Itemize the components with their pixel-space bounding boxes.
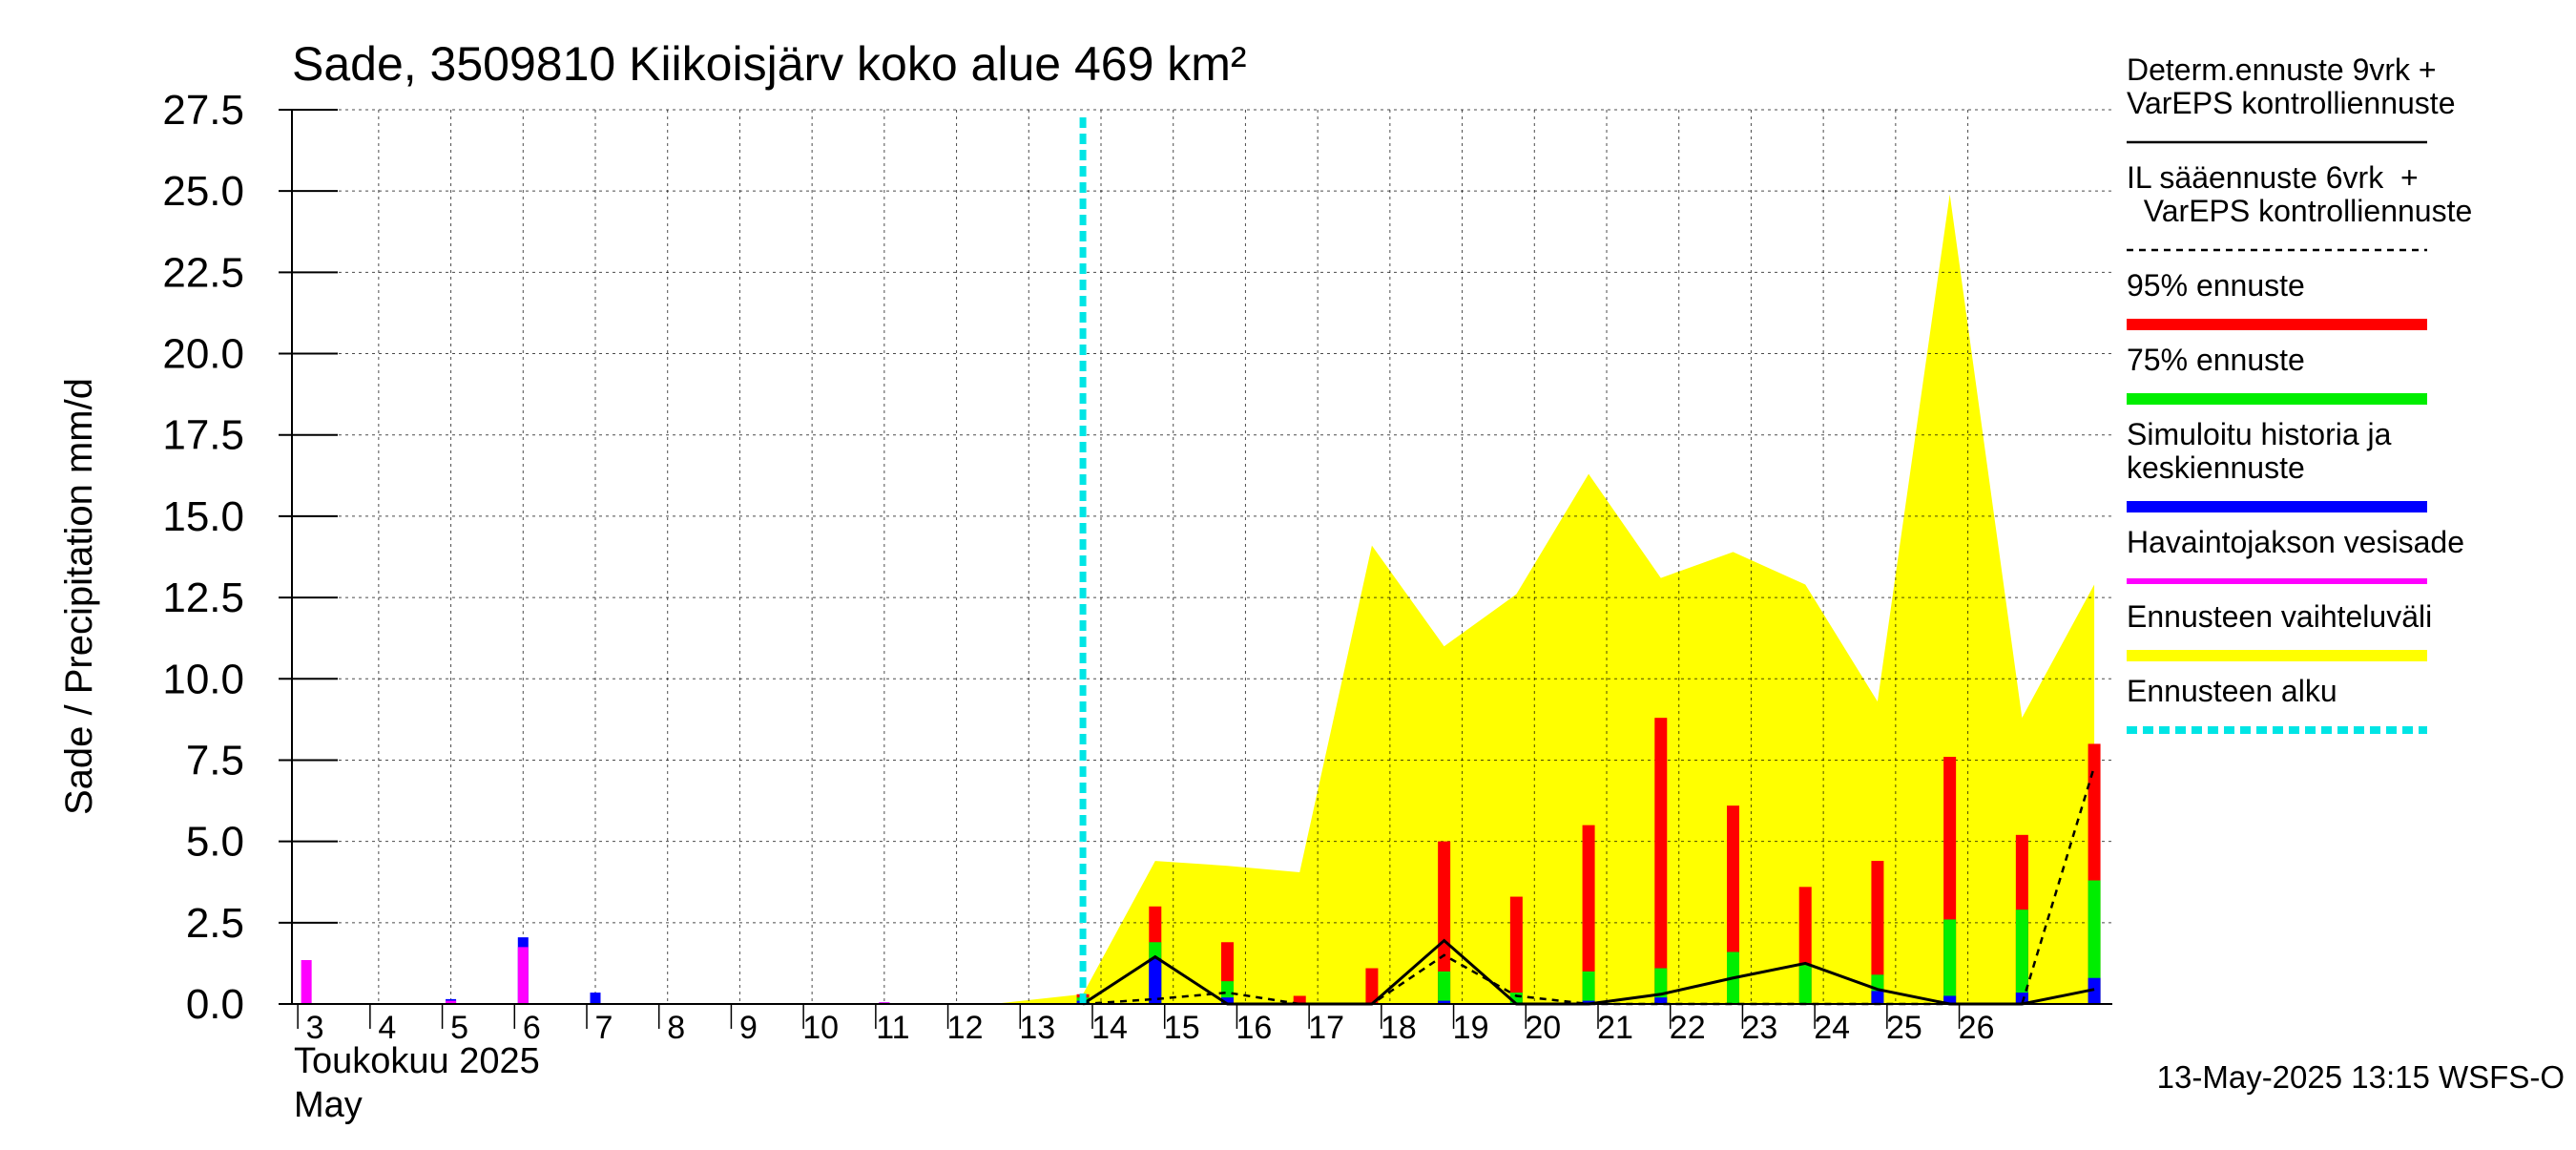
observed-bar (517, 947, 529, 1004)
x-tick-label: 25 (1886, 1010, 1922, 1046)
p95-bar (1871, 861, 1884, 1004)
p75-bar (1943, 919, 1957, 1004)
mean-bar (1438, 1000, 1451, 1004)
axes: 0.0 2.5 5.0 7.5 10.0 12.5 15.0 17.5 20.0 22.5 25.0… (162, 87, 2112, 1046)
p75-bar (1438, 971, 1451, 1004)
y-tick-label: 2.5 (186, 900, 244, 947)
mean-bar (1943, 995, 1957, 1004)
x-tick-label: 18 (1381, 1010, 1417, 1046)
y-tick-label: 5.0 (186, 819, 244, 866)
x-tick-label: 8 (667, 1010, 685, 1046)
y-tick-label: 12.5 (162, 575, 244, 621)
p75-bar (1509, 993, 1523, 1004)
p75-bar (2015, 910, 2028, 1004)
x-tick-label: 10 (802, 1010, 839, 1046)
legend-label: Simuloitu historia ja (2127, 417, 2392, 451)
x-tick-label: 16 (1236, 1010, 1273, 1046)
legend: Determ.ennuste 9vrk +VarEPS kontrollienn… (2127, 52, 2472, 734)
x-tick-label: 11 (876, 1010, 909, 1046)
y-tick-label: 22.5 (162, 249, 244, 296)
legend-label: VarEPS kontrolliennuste (2127, 194, 2472, 228)
legend-label: 75% ennuste (2127, 343, 2305, 377)
footer-timestamp: 13-May-2025 13:15 WSFS-O (2157, 1059, 2565, 1095)
mean-bar (1582, 1000, 1595, 1004)
x-tick-label: 20 (1525, 1010, 1561, 1046)
mean-bar (1654, 997, 1668, 1004)
range-band (992, 194, 2095, 1004)
legend-label: Ennusteen alku (2127, 674, 2337, 708)
y-tick-label: 27.5 (162, 87, 244, 134)
mean-bar (1221, 997, 1234, 1004)
x-tick-label: 15 (1164, 1010, 1200, 1046)
x-tick-label: 5 (450, 1010, 468, 1046)
x-month-fi: Toukokuu 2025 (294, 1041, 540, 1081)
mean-bar (1149, 958, 1162, 1004)
mean-bar (2088, 977, 2101, 1004)
legend-label: Ennusteen vaihteluväli (2127, 599, 2432, 634)
observed-bar (301, 960, 312, 1004)
x-tick-label: 24 (1814, 1010, 1850, 1046)
mean-bar (1871, 991, 1884, 1004)
chart-title: Sade, 3509810 Kiikoisjärv koko alue 469 … (292, 37, 1247, 91)
x-tick-label: 12 (947, 1010, 984, 1046)
p95-bar (1365, 968, 1379, 1004)
x-tick-label: 23 (1742, 1010, 1778, 1046)
x-tick-label: 19 (1453, 1010, 1489, 1046)
p75-bar (1798, 965, 1812, 1004)
simulated-bar (590, 993, 601, 1004)
x-tick-label: 17 (1308, 1010, 1344, 1046)
plot-area (292, 109, 2112, 1006)
x-tick-label: 22 (1670, 1010, 1706, 1046)
p95-bar (1582, 825, 1595, 1004)
y-tick-label: 0.0 (186, 981, 244, 1028)
x-tick-label: 13 (1019, 1010, 1055, 1046)
y-axis-label: Sade / Precipitation mm/d (58, 378, 100, 815)
p95-bar (1509, 896, 1523, 1004)
y-tick-label: 17.5 (162, 412, 244, 459)
y-tick-label: 10.0 (162, 656, 244, 702)
x-month-en: May (294, 1085, 363, 1125)
p95-bar (1438, 841, 1451, 1004)
p75-bar (1582, 971, 1595, 1004)
x-tick-label: 14 (1091, 1010, 1128, 1046)
x-tick-label: 9 (739, 1010, 758, 1046)
legend-label: Havaintojakson vesisade (2127, 525, 2464, 559)
x-tick-label: 7 (595, 1010, 613, 1046)
x-tick-label: 21 (1597, 1010, 1633, 1046)
legend-label: Determ.ennuste 9vrk + (2127, 52, 2437, 87)
x-tick-label: 6 (523, 1010, 541, 1046)
x-tick-label: 4 (378, 1010, 396, 1046)
x-tick-label: 3 (306, 1010, 324, 1046)
p95-bar (1293, 995, 1306, 1004)
x-tick-label: 26 (1959, 1010, 1995, 1046)
p95-bar (1654, 718, 1668, 1004)
p75-bar (2088, 880, 2101, 1004)
mean-bar (2015, 993, 2028, 1004)
legend-label: VarEPS kontrolliennuste (2127, 86, 2455, 120)
y-tick-label: 7.5 (186, 737, 244, 784)
y-tick-label: 15.0 (162, 493, 244, 540)
legend-label: keskiennuste (2127, 450, 2305, 485)
y-tick-label: 20.0 (162, 331, 244, 378)
observed-bar (446, 1000, 457, 1004)
y-tick-label: 25.0 (162, 168, 244, 215)
legend-label: IL sääennuste 6vrk + (2127, 160, 2419, 195)
legend-label: 95% ennuste (2127, 268, 2305, 303)
